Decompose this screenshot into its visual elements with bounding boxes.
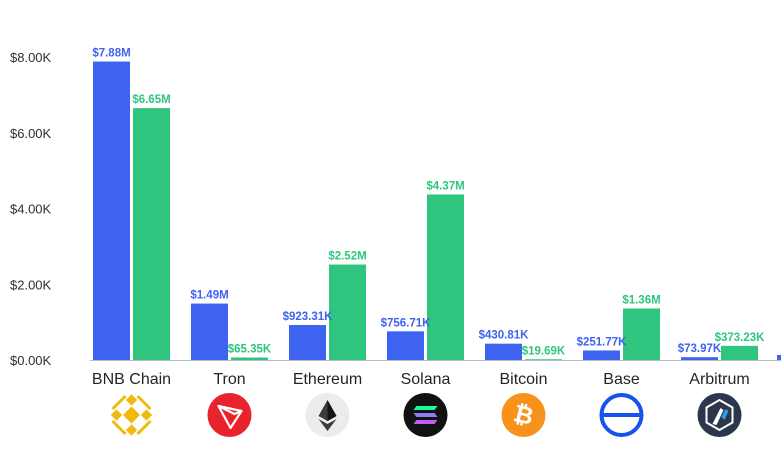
bar-bitcoin-blue — [485, 343, 522, 360]
x-tick-label: Solana — [401, 371, 451, 388]
y-tick-label: $6.00K — [10, 126, 52, 141]
y-tick-label: $0.00K — [10, 353, 52, 368]
bitcoin-logo-icon: ₿ — [501, 393, 546, 437]
bar-solana-blue — [387, 331, 424, 360]
data-label: $1.36M — [622, 294, 660, 306]
bar-arbitrum-green — [721, 345, 758, 360]
clipped-bar-edge — [777, 355, 781, 360]
data-label: $73.97K — [678, 343, 722, 355]
bar-base-green — [623, 308, 660, 360]
bar-tron-blue — [191, 303, 228, 360]
x-tick-label: Ethereum — [293, 371, 362, 388]
y-tick-label: $4.00K — [10, 202, 52, 217]
bar-ethereum-blue — [289, 325, 326, 360]
bar-base-blue — [583, 350, 620, 360]
data-label: $251.77K — [577, 336, 628, 348]
data-label: $65.35K — [228, 344, 272, 356]
ethereum-logo-icon — [305, 393, 350, 437]
bnb-chain-logo-icon — [110, 394, 153, 436]
data-label: $7.88M — [92, 48, 130, 60]
bar-bitcoin-green — [525, 359, 562, 360]
data-label: $756.71K — [381, 317, 432, 329]
data-label: $19.69K — [522, 345, 566, 357]
x-axis: BNB Chain Tron Ethereum Solana Bitcoin Base Ar… — [90, 360, 781, 388]
bar-arbitrum-blue — [681, 357, 718, 360]
solana-logo-icon — [403, 393, 448, 437]
data-labels: $7.88M $6.65M $1.49M $65.35K $923.31K $2.52M $… — [92, 48, 765, 358]
data-label: $4.37M — [426, 180, 464, 192]
arbitrum-logo-icon — [697, 393, 742, 437]
data-label: $373.23K — [715, 332, 766, 344]
chain-icons: ₿ — [110, 393, 742, 437]
x-tick-label: BNB Chain — [92, 371, 171, 388]
data-label: $430.81K — [479, 330, 530, 342]
y-axis: $0.00K $2.00K $4.00K $6.00K $8.00K — [10, 50, 52, 368]
bar-tron-green — [231, 357, 268, 360]
bars — [93, 61, 758, 361]
data-label: $6.65M — [132, 94, 170, 106]
x-tick-label: Arbitrum — [689, 371, 749, 388]
y-tick-label: $2.00K — [10, 277, 52, 292]
bar-bnb-chain-green — [133, 108, 170, 360]
data-label: $923.31K — [283, 311, 334, 323]
tron-logo-icon — [207, 393, 252, 437]
data-label: $1.49M — [190, 290, 228, 302]
x-tick-label: Bitcoin — [499, 371, 547, 388]
base-logo-icon — [599, 393, 644, 437]
x-tick-label: Base — [603, 371, 640, 388]
bar-bnb-chain-blue — [93, 61, 130, 361]
bar-ethereum-green — [329, 264, 366, 360]
bar-solana-green — [427, 194, 464, 360]
data-label: $2.52M — [328, 251, 366, 263]
x-tick-label: Tron — [213, 371, 245, 388]
y-tick-label: $8.00K — [10, 50, 52, 65]
